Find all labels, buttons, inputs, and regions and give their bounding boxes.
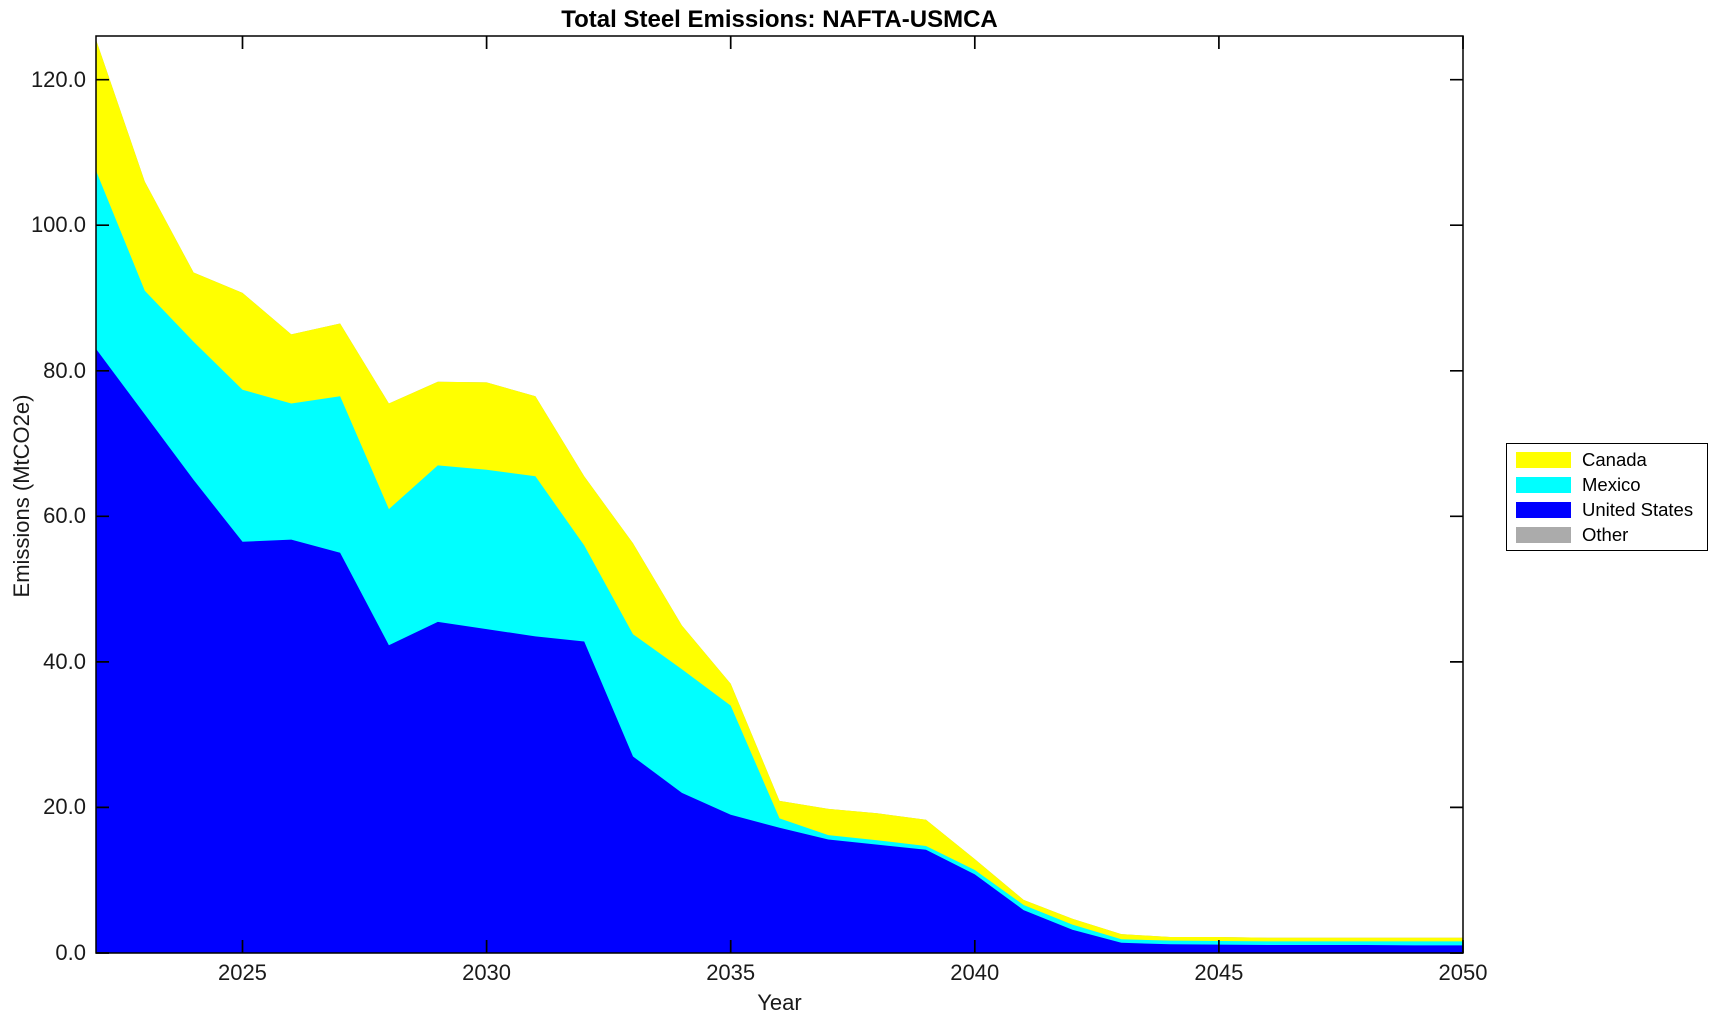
mexico-swatch <box>1516 476 1571 493</box>
legend-label: Mexico <box>1582 473 1641 495</box>
y-tick-label: 100.0 <box>30 212 86 238</box>
y-tick-label: 0.0 <box>55 940 86 965</box>
plot-border <box>95 35 1464 954</box>
legend-label: Canada <box>1582 448 1647 470</box>
x-tick-label: 2025 <box>217 960 267 985</box>
legend-item-united-states: United States <box>1507 499 1707 521</box>
y-tick-label: 60.0 <box>43 503 86 529</box>
x-tick-label: 2035 <box>706 960 756 985</box>
legend-box: Canada Mexico United States Other <box>1506 443 1708 551</box>
legend-item-mexico: Mexico <box>1507 474 1707 496</box>
y-tick-label: 80.0 <box>43 357 86 383</box>
legend-label: Other <box>1582 523 1629 545</box>
legend-label: United States <box>1582 498 1694 520</box>
area-united-states <box>96 348 1463 953</box>
legend-item-canada: Canada <box>1507 449 1707 471</box>
chart-title: Total Steel Emissions: NAFTA-USMCA <box>561 6 998 33</box>
x-axis-title: Year <box>757 990 802 1015</box>
united-states-swatch <box>1516 501 1571 518</box>
x-tick-label: 2045 <box>1194 960 1244 985</box>
legend-item-other: Other <box>1507 524 1707 546</box>
canada-swatch <box>1516 451 1571 468</box>
other-swatch <box>1516 526 1571 543</box>
y-tick-label: 40.0 <box>43 648 86 674</box>
x-tick-label: 2030 <box>462 960 512 985</box>
y-tick-label: 120.0 <box>30 66 86 92</box>
x-tick-label: 2050 <box>1438 960 1488 985</box>
y-tick-label: 20.0 <box>43 794 86 820</box>
y-axis-title: Emissions (MtCO2e) <box>9 394 34 598</box>
x-tick-label: 2040 <box>950 960 1000 985</box>
